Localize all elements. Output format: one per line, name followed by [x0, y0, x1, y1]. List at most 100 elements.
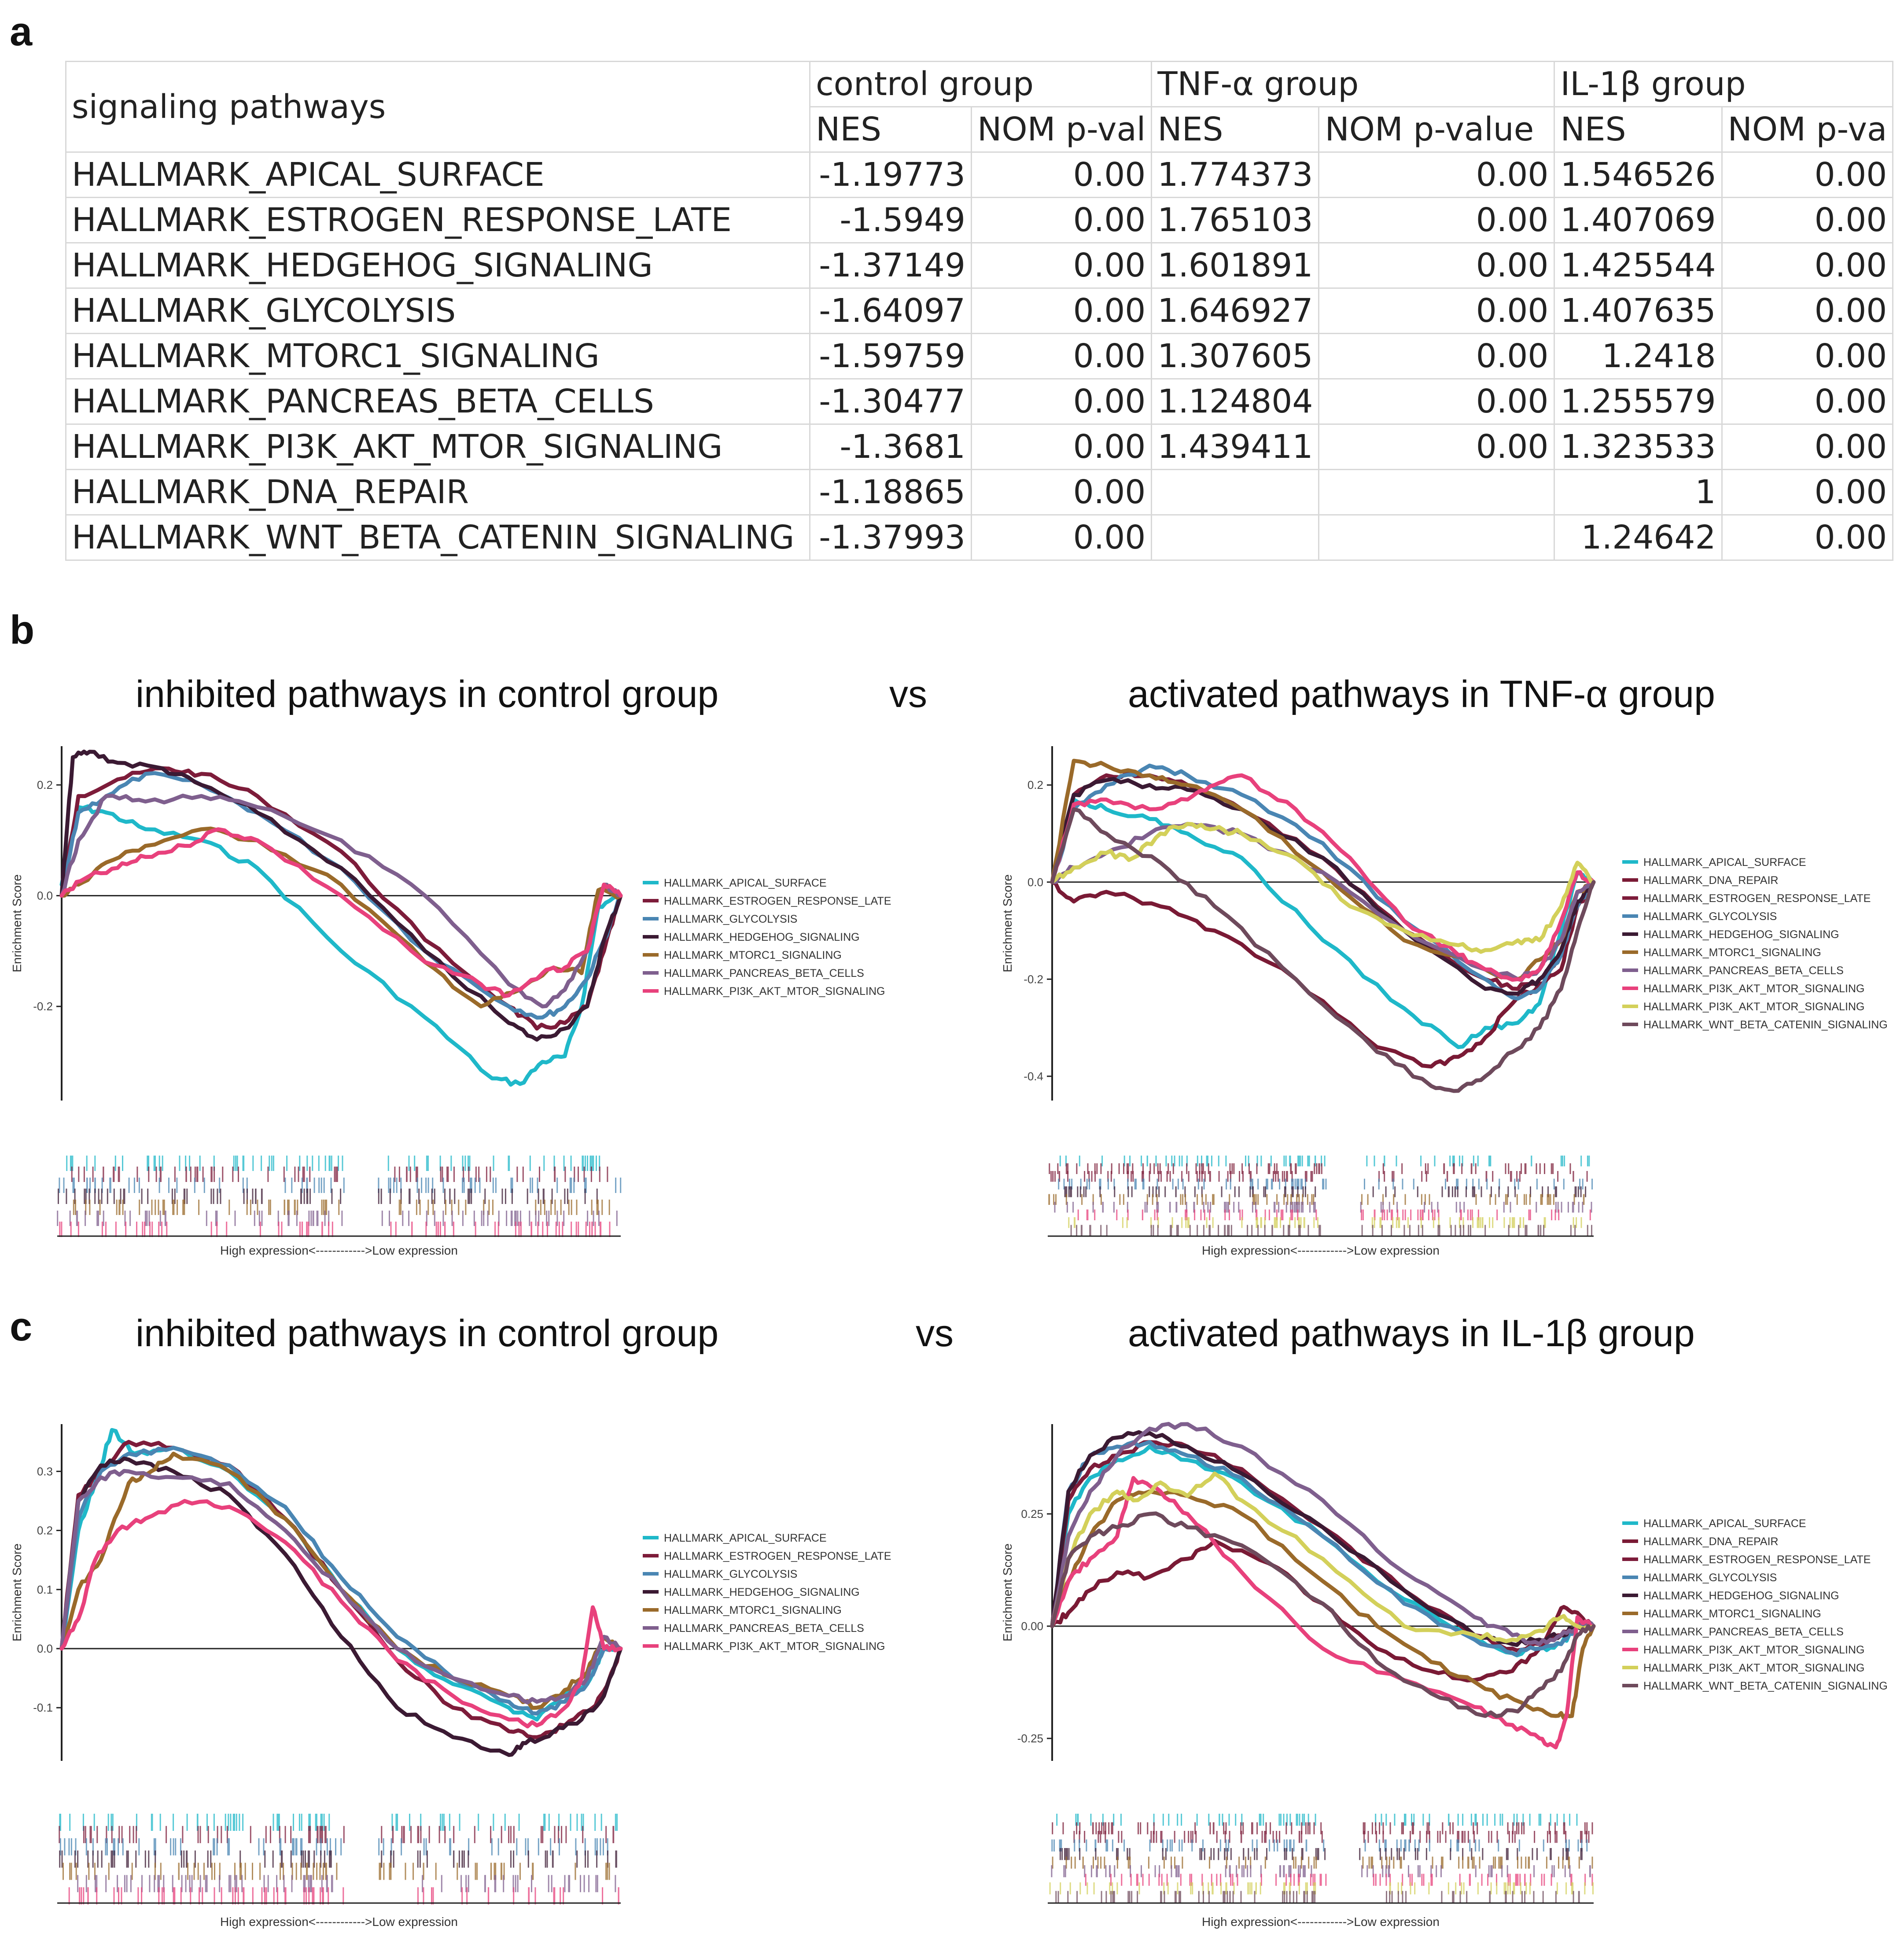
pval-cell: 0.00 — [1318, 423, 1555, 470]
nes-cell: 1.24642 — [1554, 514, 1723, 561]
legend-label: HALLMARK_PI3K_AKT_MTOR_SIGNALING — [664, 985, 885, 998]
table-row: HALLMARK_PANCREAS_BETA_CELLS -1.30477 0.00… — [65, 378, 1894, 425]
pval-cell — [1318, 514, 1555, 561]
nes-cell: -1.37149 — [809, 242, 972, 289]
gene-hit-ticks — [59, 1814, 618, 1831]
legend-label: HALLMARK_APICAL_SURFACE — [664, 877, 827, 889]
header-group-tnf: TNF-α group — [1151, 61, 1555, 107]
legend-label: HALLMARK_PANCREAS_BETA_CELLS — [1643, 1626, 1844, 1638]
pval-cell: 0.00 — [970, 287, 1153, 334]
pval-cell: 0.00 — [1721, 287, 1894, 334]
gene-hit-ticks — [1055, 1891, 1580, 1903]
nes-cell: 1.124804 — [1151, 378, 1320, 425]
pval-cell: 0.00 — [970, 197, 1153, 243]
pval-cell: 0.00 — [1318, 287, 1555, 334]
y-tick-label: 0.2 — [37, 778, 53, 792]
y-axis-label: Enrichment Score — [1001, 1543, 1014, 1642]
es-curve-line — [1050, 880, 1596, 1069]
es-curve-line — [59, 804, 623, 1087]
y-tick-label: -0.2 — [33, 1000, 53, 1013]
es-curve-line — [1050, 773, 1596, 982]
subheader-nes: NES — [1554, 106, 1723, 153]
table-body: HALLMARK_APICAL_SURFACE -1.19773 0.00 1.774… — [65, 151, 1894, 561]
gene-hit-ticks — [68, 1887, 619, 1905]
pval-cell: 0.00 — [1721, 423, 1894, 470]
es-curve-line — [1050, 821, 1596, 982]
nes-cell: 1.323533 — [1554, 423, 1723, 470]
pathway-name-cell: HALLMARK_DNA_REPAIR — [65, 469, 810, 515]
pval-cell: 0.00 — [970, 242, 1153, 289]
es-curve-line — [1050, 797, 1596, 1049]
es-curve-line — [59, 1456, 623, 1757]
y-tick-label: 0.2 — [1027, 778, 1043, 792]
header-group-control: control group — [809, 61, 1153, 107]
pval-cell — [1318, 469, 1555, 515]
nes-table-container: signaling pathways control group TNF-α g… — [65, 61, 1894, 561]
legend-label: HALLMARK_HEDGEHOG_SIGNALING — [1643, 928, 1839, 941]
gene-hit-ticks — [1056, 1814, 1578, 1826]
pathway-name-cell: HALLMARK_HEDGEHOG_SIGNALING — [65, 242, 810, 289]
pval-cell: 0.00 — [970, 333, 1153, 379]
table-row: HALLMARK_HEDGEHOG_SIGNALING -1.37149 0.00 1… — [65, 242, 1894, 289]
table-row: HALLMARK_WNT_BETA_CATENIN_SIGNALING -1.37… — [65, 514, 1894, 561]
pval-cell: 0.00 — [1721, 242, 1894, 289]
gsea-plot-b-tnf: 0.2 0.0 -0.2 -0.4 Enrichment Score HALLMARK_A… — [1001, 746, 1888, 1257]
nes-cell: 1.425544 — [1554, 242, 1723, 289]
pval-cell: 0.00 — [1721, 151, 1894, 198]
gene-hit-ticks — [1051, 1839, 1588, 1852]
gene-hit-ticks — [1070, 1225, 1592, 1236]
y-tick-label: -0.25 — [1017, 1732, 1043, 1745]
pval-cell: 0.00 — [1318, 151, 1555, 198]
subheader-pval: NOM p-val — [970, 106, 1153, 153]
es-curve-line — [1050, 821, 1596, 954]
nes-cell: 1.601891 — [1151, 242, 1320, 289]
panel-label-b: b — [10, 608, 35, 652]
gene-hit-ticks — [59, 1826, 615, 1843]
gene-hit-ticks — [57, 1211, 618, 1226]
gene-hit-ticks — [1068, 1217, 1582, 1228]
pathway-name-cell: HALLMARK_PI3K_AKT_MTOR_SIGNALING — [65, 423, 810, 470]
es-curve-line — [1050, 1430, 1596, 1647]
es-curve-line — [1050, 807, 1596, 1093]
es-curve-line — [59, 793, 623, 1009]
gene-hit-ticks — [1059, 1848, 1583, 1860]
table-row: HALLMARK_PI3K_AKT_MTOR_SIGNALING -1.3681 0… — [65, 423, 1894, 470]
pathway-name-cell: HALLMARK_APICAL_SURFACE — [65, 151, 810, 198]
gene-hit-ticks — [71, 1167, 608, 1182]
y-tick-label: 0.3 — [37, 1465, 53, 1478]
subheader-nes: NES — [1151, 106, 1320, 153]
y-tick-label: 0.1 — [37, 1583, 53, 1596]
table-row: HALLMARK_APICAL_SURFACE -1.19773 0.00 1.774… — [65, 151, 1894, 198]
pathway-name-cell: HALLMARK_GLYCOLYSIS — [65, 287, 810, 334]
gene-hit-ticks — [59, 1850, 617, 1868]
es-curve-line — [59, 1469, 623, 1705]
gsea-plot-c-control: 0.3 0.2 0.1 0.0 -0.1 Enrichment Score HALLMARK… — [10, 1424, 891, 1929]
legend-label: HALLMARK_ESTROGEN_RESPONSE_LATE — [1643, 892, 1871, 905]
pval-cell: 0.00 — [970, 469, 1153, 515]
table-row: HALLMARK_DNA_REPAIR -1.18865 0.00 1 0.00 — [65, 469, 1894, 515]
subheader-pval: NOM p-value — [1318, 106, 1555, 153]
pval-cell: 0.00 — [1318, 378, 1555, 425]
legend-label: HALLMARK_APICAL_SURFACE — [664, 1532, 827, 1544]
section-b-right-title: activated pathways in TNF-α group — [1128, 673, 1715, 715]
section-c-left-title: inhibited pathways in control group — [136, 1312, 719, 1355]
pval-cell: 0.00 — [970, 378, 1153, 425]
nes-cell: 1.255579 — [1554, 378, 1723, 425]
es-curve-line — [59, 766, 623, 1031]
es-curve-line — [1050, 777, 1596, 996]
table-subheader-row: NES NOM p-val NES NOM p-value NES NOM p-… — [66, 106, 1894, 153]
gene-hit-ticks — [1049, 1163, 1571, 1174]
legend-label: HALLMARK_PI3K_AKT_MTOR_SIGNALING — [1643, 1662, 1865, 1674]
y-tick-label: 0.25 — [1021, 1507, 1043, 1521]
nes-cell: -1.59759 — [809, 333, 972, 379]
legend-label: HALLMARK_PI3K_AKT_MTOR_SIGNALING — [664, 1640, 885, 1653]
legend-label: HALLMARK_GLYCOLYSIS — [1643, 910, 1777, 923]
panel-label-a: a — [10, 9, 33, 54]
section-c-vs: vs — [916, 1312, 954, 1355]
es-curve-line — [59, 1451, 623, 1710]
es-curve-line — [59, 749, 623, 1042]
gene-hit-ticks — [1058, 1178, 1593, 1189]
legend-label: HALLMARK_APICAL_SURFACE — [1643, 856, 1806, 869]
y-tick-label: -0.1 — [33, 1701, 53, 1714]
pval-cell: 0.00 — [1318, 333, 1555, 379]
